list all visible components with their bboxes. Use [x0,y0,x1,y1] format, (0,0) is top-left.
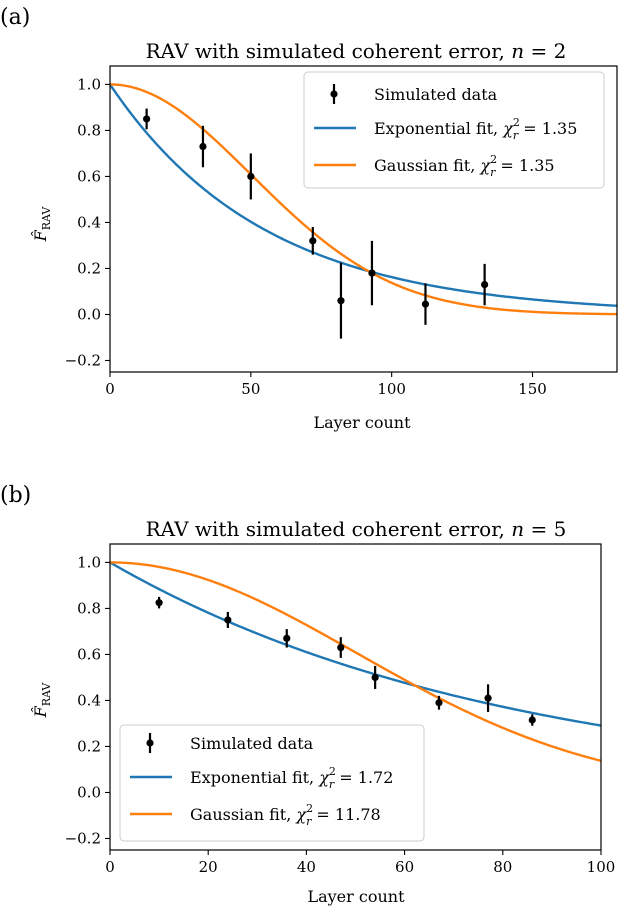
panel-b-ytick-label: 0.4 [77,691,101,709]
panel-a-legend-marker-data [330,84,338,104]
panel-b-curve-gaussian [110,561,601,762]
panel-b-title: RAV with simulated coherent error, n = 5 [146,517,567,541]
panel-b-legend-label-exp: Exponential fit, χ2 r = 1.72 [190,765,393,791]
panel-a-data-point [309,237,317,245]
panel-b-data-point [435,699,443,707]
panel-a-data-point [368,269,376,277]
panel-b-ytick-label: −0.2 [65,829,101,847]
panel-a-xlabel: Layer count [313,413,411,432]
panel-a-data-point [143,115,151,123]
panel-b: (b) RAV with simulated coherent error, n… [0,483,615,906]
panel-b-legend-box [119,724,425,842]
panel-a-ytick-label: 0.6 [77,167,101,185]
panel-b-legend-label-gauss: Gaussian fit, χ2 r = 11.78 [190,802,381,828]
panel-b-legend-marker-data [146,733,154,753]
panel-a-data-point [481,280,489,289]
panel-b-ytick-label: 0.2 [77,737,101,755]
panel-a-ytick-label: 0.2 [77,259,101,277]
panel-a-legend-label-gauss: Gaussian fit, χ2 r = 1.35 [374,153,555,179]
panel-a-xtick-label: 100 [377,380,406,398]
panel-b-data-point [371,673,379,682]
panel-a-ytick-label: 0.8 [77,121,101,139]
panel-a-ytick-label: 0.0 [77,305,101,323]
panel-a-legend: Simulated data Exponential fit, χ2 r = 1.… [303,71,605,189]
panel-a-data-point [247,172,255,181]
panel-a-xtick-label: 0 [105,380,115,398]
panel-a-ytick-label: 0.4 [77,213,101,231]
panel-a-ytick-label: 1.0 [77,75,101,93]
panel-a-legend-box [303,71,605,189]
panel-b-label: (b) [0,483,31,508]
panel-b-ytick-label: 0.0 [77,783,101,801]
panel-b-data-point [528,716,536,724]
panel-b-xtick-label: 40 [297,858,316,876]
panel-b-ylabel: F̂RAV [31,682,53,719]
panel-b-data-point [337,643,345,652]
panel-b-legend: Simulated data Exponential fit, χ2 r = 1.… [119,724,425,842]
panel-a-legend-label-data: Simulated data [374,85,498,104]
panel-b-data-point [484,694,492,702]
panel-b-data-point [155,599,163,607]
panel-a-title: RAV with simulated coherent error, n = 2 [146,39,567,63]
panel-b-data-point [283,634,291,642]
panel-b-plot-area: 0 20 40 60 80 100 −0.2 0.0 0.2 0.4 0.6 0.8 1.0 [65,543,616,876]
panel-b-ytick-label: 0.6 [77,645,101,663]
panel-b-legend-label-data: Simulated data [190,734,314,753]
panel-a-legend-label-exp: Exponential fit, χ2 r = 1.35 [374,116,577,142]
panel-b-xlabel: Layer count [307,887,405,906]
panel-b-xtick-label: 60 [395,858,414,876]
panel-b-xtick-label: 100 [587,858,616,876]
panel-a-axes-frame [109,65,618,373]
panel-b-data-point [224,616,232,624]
panel-b-ytick-label: 1.0 [77,553,101,571]
panel-a-curve-gaussian [110,83,617,316]
panel-b-axes-frame [109,543,602,851]
panel-a-data-point [199,142,207,151]
panel-a-label: (a) [0,5,30,30]
panel-a-xtick-label: 50 [241,380,260,398]
panel-a-plot-area: 0 50 100 150 −0.2 0.0 0.2 0.4 0.6 0.8 1.0 [65,65,618,398]
panel-a: (a) RAV with simulated coherent error, n… [0,5,618,432]
panel-b-xtick-label: 0 [105,858,115,876]
panel-b-xtick-label: 20 [199,858,218,876]
panel-a-ylabel: F̂RAV [31,206,53,243]
panel-a-data-point [421,300,430,308]
panel-b-ytick-label: 0.8 [77,599,101,617]
panel-a-xtick-label: 150 [518,380,547,398]
panel-b-curve-exponential [110,561,601,727]
panel-a-data-point [337,297,345,305]
panel-a-ytick-label: −0.2 [65,351,101,369]
panel-b-xtick-label: 80 [493,858,512,876]
